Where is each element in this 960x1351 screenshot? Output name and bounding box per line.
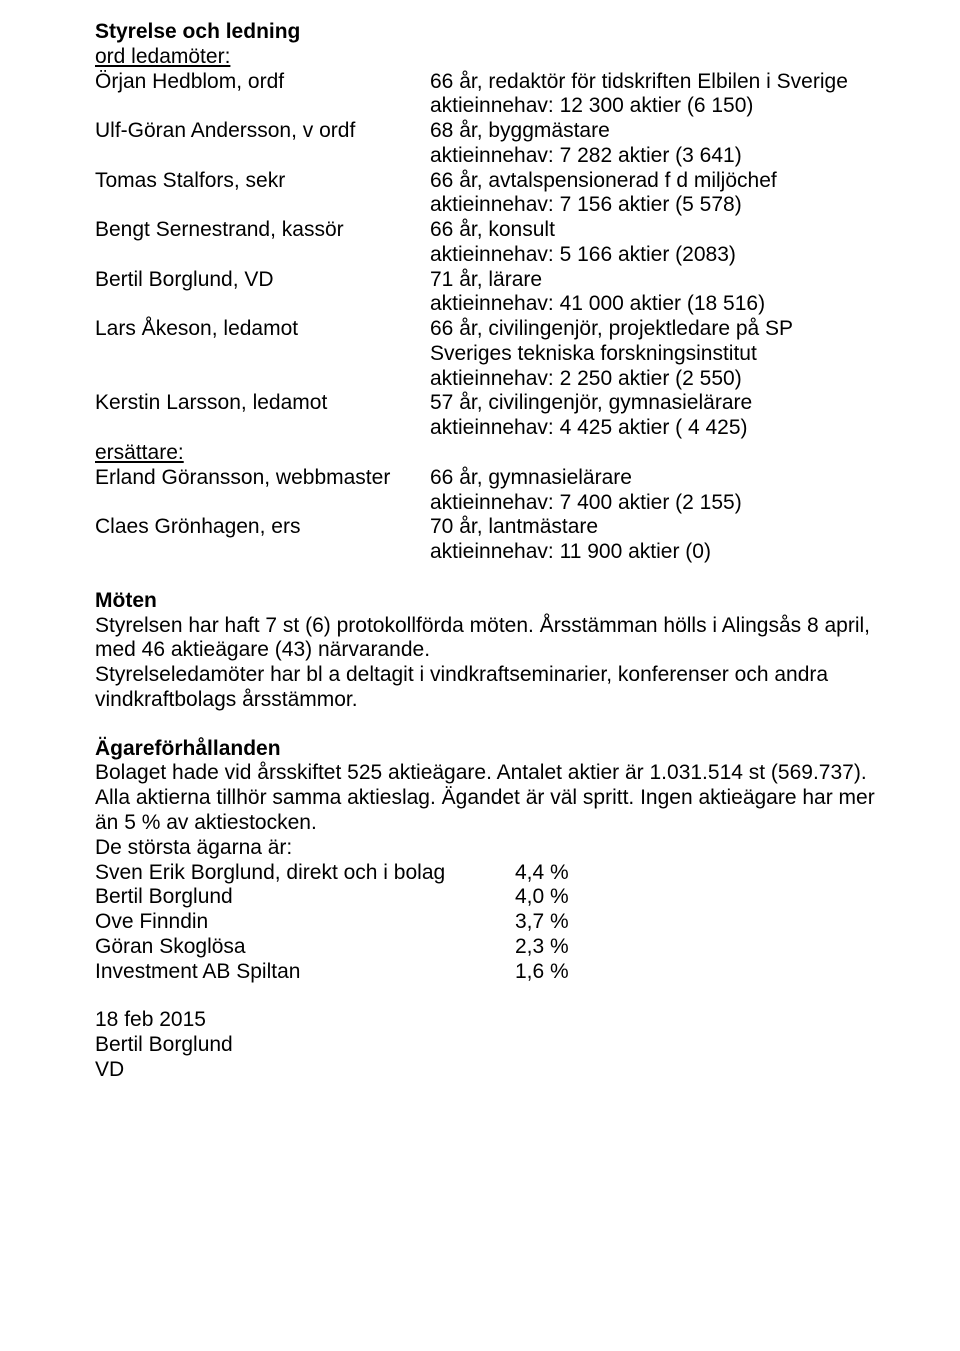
- footer-title: VD: [95, 1058, 930, 1083]
- owner-row: Sven Erik Borglund, direkt och i bolag4,…: [95, 861, 930, 886]
- section-ownership: Ägareförhållanden Bolaget hade vid årssk…: [95, 737, 930, 985]
- member-details: 57 år, civilingenjör, gymnasielärareakti…: [430, 391, 930, 441]
- member-details: 66 år, gymnasielärareaktieinnehav: 7 400…: [430, 466, 930, 516]
- member-name: Kerstin Larsson, ledamot: [95, 391, 430, 416]
- ownership-line: De största ägarna är:: [95, 836, 930, 861]
- owner-name: Ove Finndin: [95, 910, 515, 935]
- member-detail-line: 66 år, avtalspensionerad f d miljöchef: [430, 169, 930, 194]
- member-detail-line: 68 år, byggmästare: [430, 119, 930, 144]
- member-details: 68 år, byggmästareaktieinnehav: 7 282 ak…: [430, 119, 930, 169]
- member-detail-line: aktieinnehav: 7 156 aktier (5 578): [430, 193, 930, 218]
- heading-meetings: Möten: [95, 589, 157, 612]
- footer-date: 18 feb 2015: [95, 1008, 930, 1033]
- member-name: Bengt Sernestrand, kassör: [95, 218, 430, 243]
- heading-ownership: Ägareförhållanden: [95, 737, 281, 760]
- member-detail-line: aktieinnehav: 2 250 aktier (2 550): [430, 367, 930, 392]
- owner-percent: 4,4 %: [515, 861, 930, 886]
- owner-row: Ove Finndin3,7 %: [95, 910, 930, 935]
- board-member-row: Kerstin Larsson, ledamot57 år, civilinge…: [95, 391, 930, 441]
- board-member-row: Bengt Sernestrand, kassör66 år, konsulta…: [95, 218, 930, 268]
- member-details: 71 år, lärareaktieinnehav: 41 000 aktier…: [430, 268, 930, 318]
- footer-name: Bertil Borglund: [95, 1033, 930, 1058]
- owner-percent: 2,3 %: [515, 935, 930, 960]
- ownership-line: Alla aktierna tillhör samma aktieslag. Ä…: [95, 786, 930, 811]
- substitutes-list: Erland Göransson, webbmaster66 år, gymna…: [95, 466, 930, 565]
- member-detail-line: aktieinnehav: 12 300 aktier (6 150): [430, 94, 930, 119]
- board-member-row: Tomas Stalfors, sekr66 år, avtalspension…: [95, 169, 930, 219]
- member-name: Bertil Borglund, VD: [95, 268, 430, 293]
- section-board: Styrelse och ledning ord ledamöter: Örja…: [95, 20, 930, 565]
- subheading-ersattare: ersättare:: [95, 441, 930, 466]
- meetings-line: Styrelsen har haft 7 st (6) protokollför…: [95, 614, 930, 639]
- footer-block: 18 feb 2015 Bertil Borglund VD: [95, 1008, 930, 1082]
- member-detail-line: 70 år, lantmästare: [430, 515, 930, 540]
- member-detail-line: aktieinnehav: 5 166 aktier (2083): [430, 243, 930, 268]
- meetings-line: Styrelseledamöter har bl a deltagit i vi…: [95, 663, 930, 688]
- board-member-row: Erland Göransson, webbmaster66 år, gymna…: [95, 466, 930, 516]
- member-name: Örjan Hedblom, ordf: [95, 70, 430, 95]
- owner-name: Göran Skoglösa: [95, 935, 515, 960]
- member-details: 66 år, konsultaktieinnehav: 5 166 aktier…: [430, 218, 930, 268]
- member-name: Tomas Stalfors, sekr: [95, 169, 430, 194]
- member-detail-line: 66 år, civilingenjör, projektledare på S…: [430, 317, 930, 342]
- board-member-row: Ulf-Göran Andersson, v ordf68 år, byggmä…: [95, 119, 930, 169]
- subheading-ord-ledamoter: ord ledamöter:: [95, 45, 930, 70]
- member-details: 66 år, redaktör för tidskriften Elbilen …: [430, 70, 930, 120]
- member-detail-line: aktieinnehav: 11 900 aktier (0): [430, 540, 930, 565]
- owner-name: Bertil Borglund: [95, 885, 515, 910]
- owners-list: Sven Erik Borglund, direkt och i bolag4,…: [95, 861, 930, 985]
- owner-row: Investment AB Spiltan1,6 %: [95, 960, 930, 985]
- owner-row: Göran Skoglösa2,3 %: [95, 935, 930, 960]
- member-detail-line: aktieinnehav: 4 425 aktier ( 4 425): [430, 416, 930, 441]
- board-member-row: Lars Åkeson, ledamot66 år, civilingenjör…: [95, 317, 930, 391]
- board-members-list: Örjan Hedblom, ordf66 år, redaktör för t…: [95, 70, 930, 441]
- member-detail-line: Sveriges tekniska forskningsinstitut: [430, 342, 930, 367]
- member-detail-line: 66 år, konsult: [430, 218, 930, 243]
- member-detail-line: aktieinnehav: 41 000 aktier (18 516): [430, 292, 930, 317]
- board-member-row: Örjan Hedblom, ordf66 år, redaktör för t…: [95, 70, 930, 120]
- member-detail-line: 66 år, gymnasielärare: [430, 466, 930, 491]
- ownership-line: än 5 % av aktiestocken.: [95, 811, 930, 836]
- member-name: Claes Grönhagen, ers: [95, 515, 430, 540]
- member-detail-line: 57 år, civilingenjör, gymnasielärare: [430, 391, 930, 416]
- member-name: Ulf-Göran Andersson, v ordf: [95, 119, 430, 144]
- meetings-line: med 46 aktieägare (43) närvarande.: [95, 638, 930, 663]
- meetings-line: vindkraftbolags årsstämmor.: [95, 688, 930, 713]
- member-details: 66 år, avtalspensionerad f d miljöchefak…: [430, 169, 930, 219]
- owner-name: Sven Erik Borglund, direkt och i bolag: [95, 861, 515, 886]
- member-name: Lars Åkeson, ledamot: [95, 317, 430, 342]
- member-name: Erland Göransson, webbmaster: [95, 466, 430, 491]
- board-member-row: Bertil Borglund, VD71 år, lärareaktieinn…: [95, 268, 930, 318]
- owner-percent: 1,6 %: [515, 960, 930, 985]
- owner-percent: 4,0 %: [515, 885, 930, 910]
- member-detail-line: aktieinnehav: 7 282 aktier (3 641): [430, 144, 930, 169]
- owner-row: Bertil Borglund4,0 %: [95, 885, 930, 910]
- member-details: 66 år, civilingenjör, projektledare på S…: [430, 317, 930, 391]
- owner-percent: 3,7 %: [515, 910, 930, 935]
- member-detail-line: aktieinnehav: 7 400 aktier (2 155): [430, 491, 930, 516]
- member-detail-line: 71 år, lärare: [430, 268, 930, 293]
- member-details: 70 år, lantmästareaktieinnehav: 11 900 a…: [430, 515, 930, 565]
- ownership-line: Bolaget hade vid årsskiftet 525 aktieäga…: [95, 761, 930, 786]
- board-member-row: Claes Grönhagen, ers70 år, lantmästareak…: [95, 515, 930, 565]
- heading-board: Styrelse och ledning: [95, 20, 930, 45]
- owner-name: Investment AB Spiltan: [95, 960, 515, 985]
- member-detail-line: 66 år, redaktör för tidskriften Elbilen …: [430, 70, 930, 95]
- section-meetings: Möten Styrelsen har haft 7 st (6) protok…: [95, 589, 930, 713]
